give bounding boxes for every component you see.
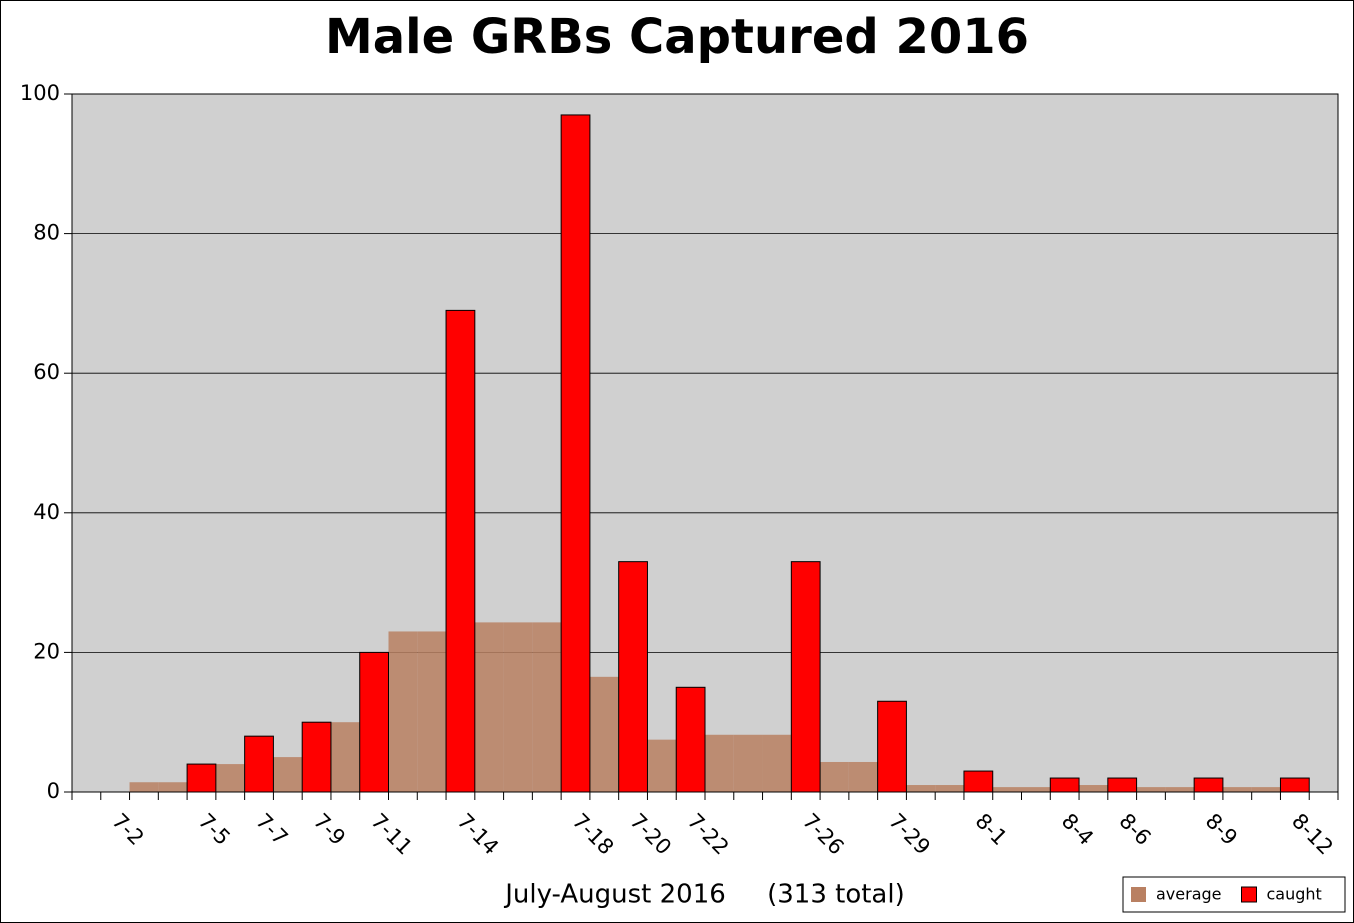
bar	[589, 676, 619, 792]
bar	[935, 785, 964, 792]
chart-title: Male GRBs Captured 2016	[325, 9, 1029, 65]
bar	[330, 722, 360, 792]
bar	[820, 761, 849, 792]
bar	[532, 622, 562, 792]
bar	[158, 782, 188, 792]
y-tick-label: 100	[20, 81, 60, 105]
bar	[359, 651, 389, 793]
legend-label: caught	[1267, 885, 1322, 904]
bar	[129, 782, 159, 792]
y-tick-label: 40	[33, 500, 60, 524]
bar	[560, 114, 591, 793]
bar	[388, 631, 418, 792]
bar	[1279, 777, 1310, 793]
bar	[675, 686, 706, 793]
bar	[762, 734, 792, 792]
bar	[1222, 787, 1252, 792]
bar	[273, 757, 303, 792]
bar	[445, 309, 476, 793]
bar	[474, 622, 504, 792]
legend-swatch	[1131, 887, 1146, 902]
bar	[1165, 787, 1195, 792]
y-tick-label: 60	[33, 360, 60, 384]
legend-box	[1122, 876, 1346, 913]
bar	[503, 622, 533, 792]
bar	[733, 734, 763, 792]
bar	[963, 770, 994, 793]
bar	[877, 700, 907, 793]
bar	[1193, 777, 1224, 793]
bar	[186, 763, 217, 793]
bar	[215, 764, 245, 792]
bar	[1079, 785, 1108, 792]
legend-swatch	[1241, 886, 1257, 903]
bar	[417, 631, 447, 792]
bar	[1136, 787, 1166, 792]
x-axis-label: July-August 2016 (313 total)	[503, 880, 904, 910]
legend-label: average	[1156, 885, 1222, 904]
bar	[1107, 777, 1138, 793]
bar	[790, 561, 821, 793]
bar	[1049, 777, 1080, 793]
y-tick-label: 20	[33, 639, 60, 663]
bar	[705, 734, 734, 792]
plot-area	[72, 94, 1338, 792]
y-tick-label: 0	[47, 779, 60, 803]
y-tick-label: 80	[33, 221, 60, 245]
bar	[1251, 787, 1281, 792]
bar	[906, 785, 936, 792]
bar	[1021, 787, 1051, 792]
bar	[618, 561, 648, 793]
bar	[848, 761, 878, 792]
bar	[992, 787, 1022, 792]
bar	[244, 735, 274, 793]
bar	[647, 739, 677, 792]
bar	[301, 721, 332, 793]
